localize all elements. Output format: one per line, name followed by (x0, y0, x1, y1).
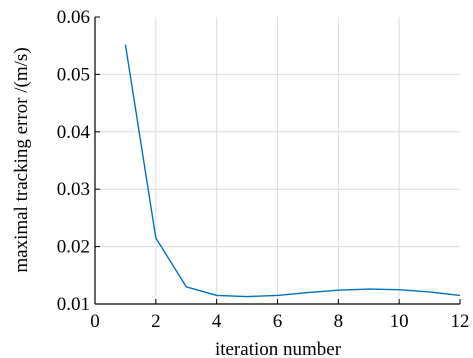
y-tick-label: 0.04 (57, 122, 91, 143)
y-tick-label: 0.06 (57, 7, 90, 28)
x-tick-label: 8 (334, 311, 344, 332)
x-tick-label: 4 (212, 311, 222, 332)
x-tick-label: 2 (151, 311, 161, 332)
x-tick-label: 6 (273, 311, 283, 332)
tick-labels: 0 2 4 6 8 10 12 0.01 0.02 0.03 0.04 0.05 0.06 (57, 7, 470, 332)
series-layer (124, 44, 461, 298)
y-tick-label: 0.01 (57, 294, 90, 315)
y-tick-label: 0.03 (57, 179, 90, 200)
x-axis-title: iteration number (215, 339, 342, 358)
grid (95, 17, 460, 304)
axes (94, 16, 461, 305)
series-line (124, 44, 461, 298)
x-tick-label: 10 (390, 311, 409, 332)
x-tick-label: 0 (90, 311, 100, 332)
x-tick-label: 12 (451, 311, 470, 332)
y-tick-label: 0.05 (57, 64, 90, 85)
y-axis-title: maximal tracking error /(m/s) (11, 47, 32, 272)
y-tick-label: 0.02 (57, 237, 90, 258)
